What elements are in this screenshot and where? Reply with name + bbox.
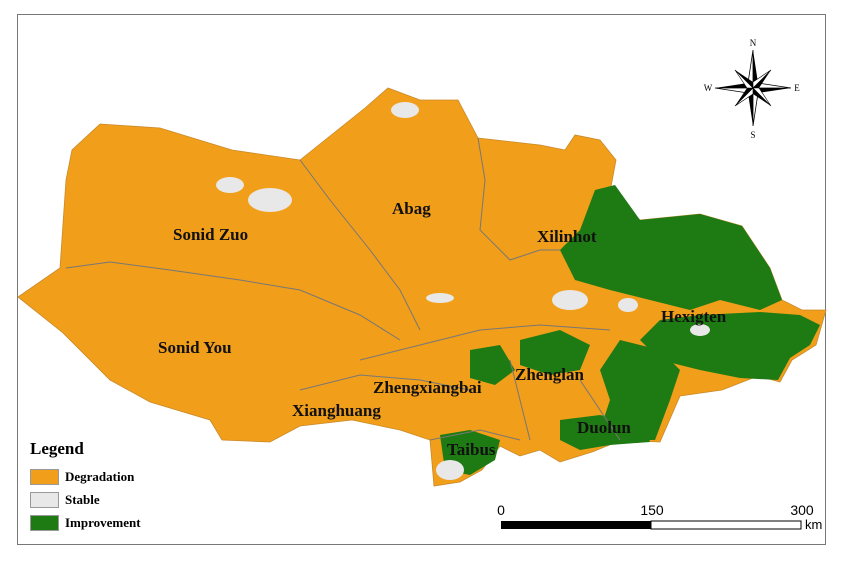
label-sonid-you: Sonid You — [158, 338, 232, 357]
swatch-stable — [30, 491, 59, 508]
legend-item-stable: Stable — [30, 488, 141, 511]
scale-bar-white — [650, 520, 802, 530]
south-label: S — [750, 130, 755, 140]
west-label: W — [704, 83, 713, 93]
legend-item-improvement: Improvement — [30, 511, 141, 534]
label-duolun: Duolun — [577, 418, 631, 437]
label-taibus: Taibus — [447, 440, 496, 459]
scale-tick-150: 150 — [640, 502, 664, 518]
scale-bar: 0 150 300 km — [497, 502, 822, 532]
region-labels: Sonid Zuo Abag Xilinhot Sonid You Hexigt… — [158, 199, 727, 459]
legend: Legend Degradation Stable Improvement — [30, 439, 141, 534]
label-zhenglan: Zhenglan — [515, 365, 585, 384]
scale-tick-0: 0 — [497, 502, 505, 518]
stable-areas — [216, 102, 710, 480]
legend-title: Legend — [30, 439, 84, 458]
scale-bar-black — [501, 521, 651, 529]
scale-unit: km — [805, 517, 822, 532]
legend-label: Degradation — [65, 468, 135, 484]
east-label: E — [794, 83, 800, 93]
north-label: N — [750, 38, 757, 48]
label-xilinhot: Xilinhot — [537, 227, 597, 246]
county-boundaries — [65, 137, 621, 441]
swatch-degradation — [30, 468, 59, 485]
label-zhengxiangbai: Zhengxiangbai — [373, 378, 482, 397]
label-sonid-zuo: Sonid Zuo — [173, 225, 248, 244]
legend-item-degradation: Degradation — [30, 465, 141, 488]
label-xianghuang: Xianghuang — [292, 401, 381, 420]
swatch-improvement — [30, 514, 59, 531]
north-arrow-icon: N S E W — [704, 38, 801, 140]
scale-tick-300: 300 — [790, 502, 814, 518]
map-frame — [17, 14, 826, 545]
legend-label: Stable — [65, 491, 100, 507]
label-hexigten: Hexigten — [661, 307, 727, 326]
legend-label: Improvement — [65, 514, 141, 530]
label-abag: Abag — [392, 199, 431, 218]
